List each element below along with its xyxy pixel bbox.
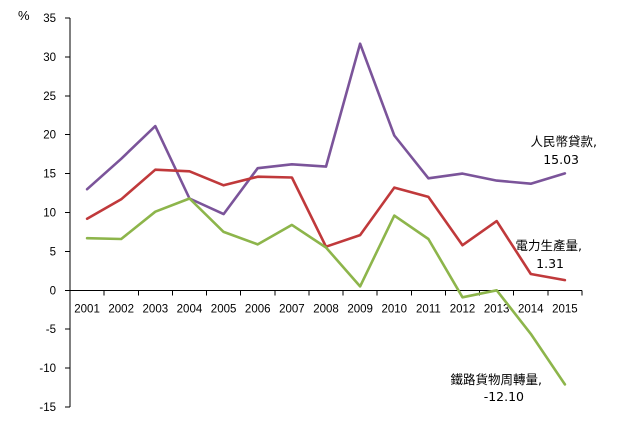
x-tick-label: 2009 (347, 303, 373, 315)
x-tick-label: 2001 (74, 303, 100, 315)
x-tick-label: 2003 (143, 303, 169, 315)
y-tick-label: 5 (50, 246, 56, 258)
x-tick-label: 2006 (245, 303, 271, 315)
x-tick-label: 2005 (211, 303, 237, 315)
y-tick-label: 15 (43, 169, 56, 181)
series-name-label: 鐵路貨物周轉量, (451, 372, 542, 387)
y-tick-label: 25 (43, 91, 56, 103)
series-end-value-label: 1.31 (536, 256, 564, 271)
x-tick-label: 2002 (108, 303, 134, 315)
x-tick-label: 2014 (518, 303, 544, 315)
series-end-value-label: -12.10 (484, 389, 524, 404)
series-name-label: 電力生產量, (516, 238, 582, 253)
y-tick-label: -15 (39, 402, 56, 414)
series-end-value-label: 15.03 (543, 152, 579, 167)
x-tick-label: 2004 (177, 303, 203, 315)
y-tick-label: 30 (43, 52, 56, 64)
series-line-1 (85, 42, 567, 216)
x-tick-label: 2015 (552, 303, 578, 315)
series-labels: 人民幣貸款, 15.03 電力生產量, 1.31 鐵路貨物周轉量, -12.10 (451, 134, 597, 404)
y-axis: -15 -10 -5 0 5 10 15 20 25 30 35 (39, 13, 71, 414)
y-tick-label: 0 (50, 285, 56, 297)
series-lines (85, 42, 567, 386)
y-tick-label: -5 (46, 324, 56, 336)
series-line-3 (85, 197, 567, 386)
y-tick-label: 10 (43, 208, 56, 220)
series-name-label: 人民幣貸款, (531, 134, 597, 149)
x-tick-label: 2008 (313, 303, 339, 315)
y-tick-label: 35 (43, 13, 56, 25)
y-tick-label: -10 (39, 363, 56, 375)
x-tick-label: 2010 (381, 303, 407, 315)
x-tick-label: 2013 (484, 303, 510, 315)
x-tick-label: 2011 (416, 303, 441, 315)
series-line-2 (85, 168, 567, 282)
y-tick-label: 20 (43, 130, 56, 142)
x-tick-label: 2007 (279, 303, 305, 315)
y-axis-unit: % (18, 8, 30, 23)
x-tick-label: 2012 (450, 303, 476, 315)
